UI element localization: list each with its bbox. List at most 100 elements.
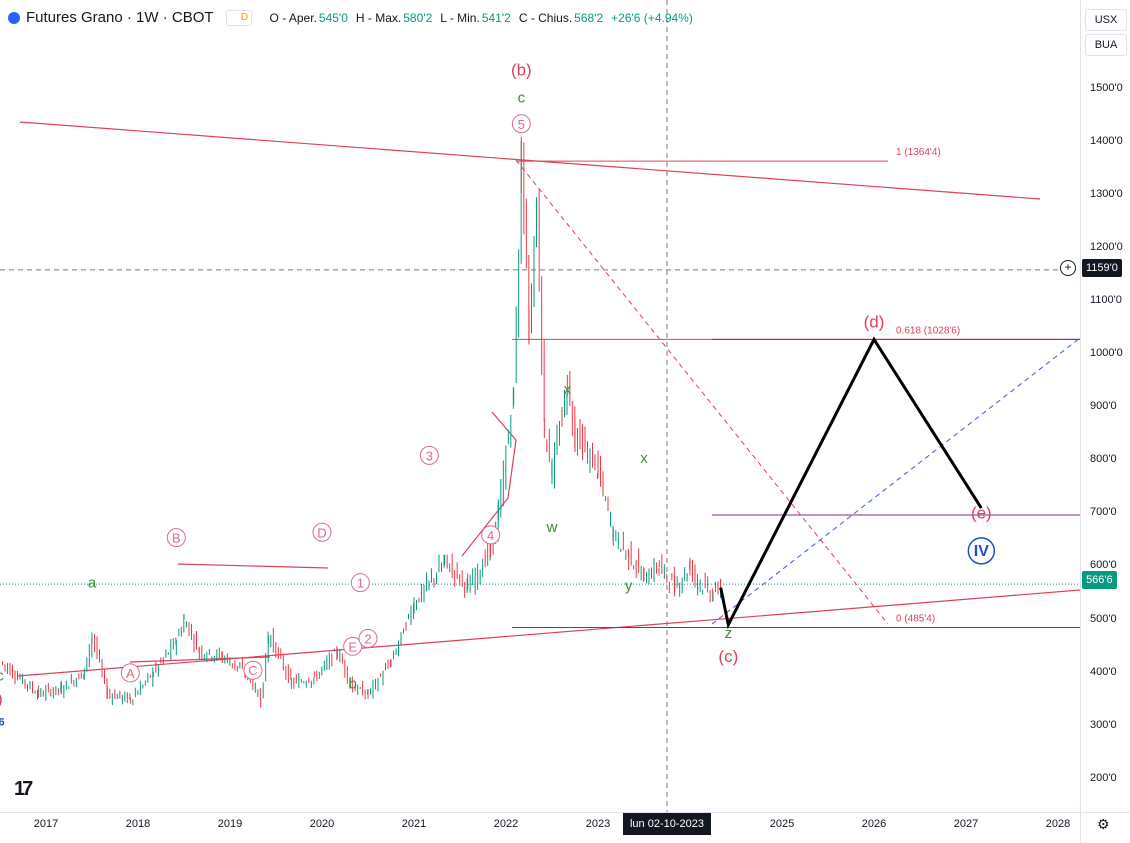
crosshair-date-label: lun 02-10-2023: [622, 813, 712, 835]
wave-label: (b): [511, 61, 532, 80]
time-axis[interactable]: [0, 812, 1080, 843]
wave-label: 2: [364, 631, 371, 646]
fib-level-label: 1 (1364'4): [896, 147, 941, 158]
time-tick-label: 2026: [861, 818, 887, 830]
fib-level-label: 0 (485'4): [896, 613, 935, 624]
wave-circle: [967, 537, 996, 565]
high-value: 580'2: [403, 10, 433, 25]
change-value: +26'6 (+4.94%): [611, 10, 693, 25]
tradingview-logo[interactable]: 17: [14, 778, 33, 800]
time-tick-label: 2019: [217, 818, 243, 830]
wave-circle: [358, 628, 378, 648]
open-value: 545'0: [318, 10, 348, 25]
wave-label: 5: [518, 117, 525, 132]
time-tick-label: 2020: [309, 818, 335, 830]
wedge-lines: [461, 411, 517, 557]
wave-circle: [511, 114, 531, 134]
close-label: C - Chius.: [518, 10, 573, 25]
time-tick-label: 2017: [33, 818, 59, 830]
price-tick-label: 1100'0: [1090, 294, 1122, 307]
currency-button[interactable]: USX: [1085, 9, 1127, 31]
wave-circle: [350, 573, 370, 593]
wave-circle: [120, 663, 140, 683]
time-tick-label: 2023: [585, 818, 611, 830]
wave-circle: [243, 660, 263, 680]
price-tick-label: 400'0: [1090, 665, 1117, 678]
chart-legend: Futures Grano · 1W · CBOT D O - Aper. 54…: [8, 9, 701, 26]
wave-label: 2016: [0, 717, 5, 729]
last-price-label: 566'6: [1082, 571, 1117, 589]
wave-label: z: [725, 625, 733, 642]
wave-label: E: [348, 639, 357, 654]
wave-circle: [343, 636, 363, 656]
wave-label: w: [546, 519, 558, 536]
time-tick-label: 2027: [953, 818, 979, 830]
wave-circle: [419, 445, 439, 465]
axis-corner: [1080, 812, 1130, 843]
symbol-logo-icon: [8, 11, 20, 24]
price-tick-label: 200'0: [1090, 771, 1117, 784]
wave-circle: [166, 528, 186, 548]
wave-label: c: [518, 89, 526, 106]
price-tick-label: 800'0: [1090, 453, 1117, 466]
badge-left: [227, 11, 239, 25]
wave-label: (d): [864, 313, 885, 332]
blue-diagonal-line: [711, 337, 1080, 625]
unit-button[interactable]: BUA: [1085, 34, 1127, 56]
wave-label: x: [640, 450, 648, 467]
lower-trendline: [17, 589, 1080, 677]
gear-icon[interactable]: ⚙: [1097, 816, 1110, 832]
symbol-badge: D: [225, 9, 252, 26]
low-label: L - Min.: [440, 10, 480, 25]
close-value: 568'2: [574, 10, 604, 25]
wave-label: x: [564, 381, 572, 398]
plus-circle-icon[interactable]: +: [1060, 260, 1076, 276]
wave-circle: [481, 525, 501, 545]
wave-label: A: [126, 666, 135, 681]
symbol-title[interactable]: Futures Grano · 1W · CBOT: [26, 9, 214, 26]
wave-label: C: [248, 663, 257, 678]
time-tick-label: 2025: [769, 818, 795, 830]
triangle-upper-line: [177, 563, 329, 569]
wave-label: 3: [426, 448, 433, 463]
triangle-lower-line: [129, 656, 271, 663]
fib-diagonal-line: [515, 159, 889, 625]
open-label: O - Aper.: [269, 10, 317, 25]
price-tick-label: 700'0: [1090, 506, 1117, 519]
price-tick-label: 1400'0: [1090, 135, 1123, 148]
high-label: H - Max.: [355, 10, 402, 25]
price-tick-label: 600'0: [1090, 559, 1117, 572]
wave-label: (c): [718, 647, 738, 666]
time-tick-label: 2021: [401, 818, 427, 830]
wave-label: B: [172, 531, 181, 546]
chart-area[interactable]: 1 (1364'4) 0.618 (1028'6) 0 (485'4) (a) 2016…: [0, 0, 1080, 812]
time-tick-label: 2018: [125, 818, 151, 830]
time-tick-label: 2028: [1045, 818, 1071, 830]
wave-label: IV: [974, 543, 989, 560]
price-tick-label: 1300'0: [1090, 188, 1123, 201]
wave-label: 1: [357, 576, 364, 591]
wave-label: 4: [487, 528, 494, 543]
crosshair-price-label: 1159'0: [1082, 259, 1122, 277]
low-value: 541'2: [481, 10, 511, 25]
wave-label: a: [88, 575, 97, 592]
wave-label: (e): [971, 504, 992, 523]
wave-label: b: [348, 675, 356, 692]
price-tick-label: 1500'0: [1090, 82, 1123, 94]
wave-circle: [312, 522, 332, 542]
price-axis[interactable]: [1080, 0, 1130, 812]
wave-label: (a): [0, 689, 3, 708]
fib-level-label: 0.618 (1028'6): [896, 325, 960, 336]
projection-path: [719, 336, 983, 630]
price-tick-label: 900'0: [1090, 400, 1117, 413]
wave-label: D: [317, 525, 326, 540]
time-tick-label: 2022: [493, 818, 519, 830]
price-chart[interactable]: 1 (1364'4) 0.618 (1028'6) 0 (485'4) (a) 2016…: [0, 0, 1080, 812]
wave-label: y: [625, 577, 633, 594]
price-tick-label: 1000'0: [1090, 347, 1123, 360]
price-tick-label: 500'0: [1090, 612, 1117, 625]
price-tick-label: 300'0: [1090, 718, 1117, 731]
wave-label: c: [0, 668, 4, 685]
price-tick-label: 1200'0: [1090, 241, 1123, 254]
upper-trendline: [19, 121, 1041, 200]
